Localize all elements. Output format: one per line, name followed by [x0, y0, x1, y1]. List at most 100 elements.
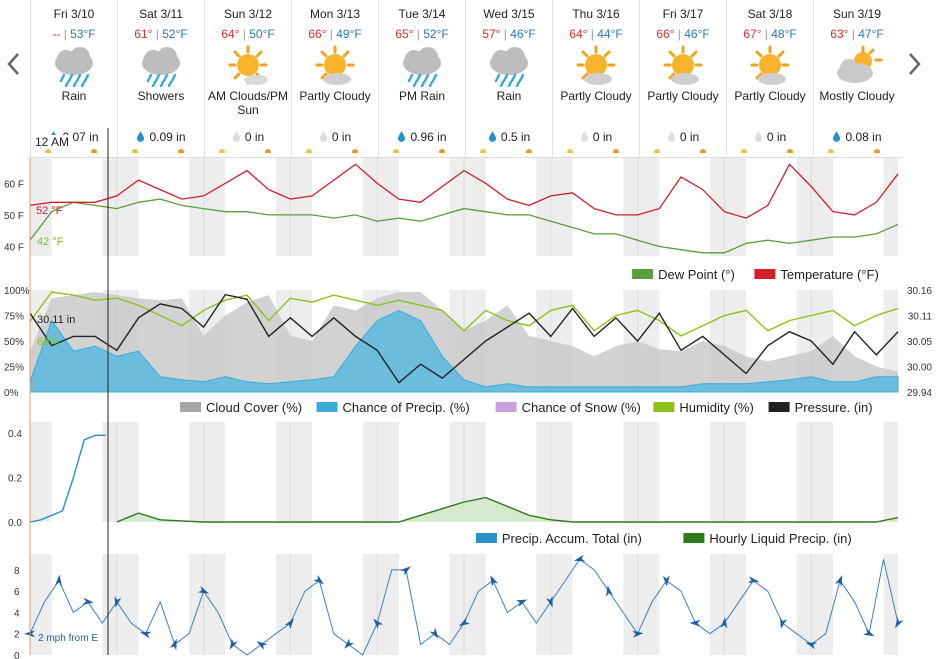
wind-direction-icon [400, 566, 411, 576]
forecast-day[interactable]: Sat 3/18 67° | 48°F Partly Cloudy 0 in [726, 0, 813, 157]
temp-tick-label: 50 F [4, 211, 24, 222]
forecast-day[interactable]: Mon 3/13 66° | 49°F Partly Cloudy 0 in [291, 0, 378, 157]
wind-direction-icon [490, 575, 499, 587]
night-band [637, 422, 660, 522]
night-band [203, 158, 226, 256]
day-date: Sun 3/12 [223, 7, 273, 21]
wind-direction-icon [606, 585, 614, 597]
legend-label: Humidity (%) [679, 400, 753, 415]
sunrise-icon [828, 149, 834, 153]
day-condition: AM Clouds/PM Sun [207, 89, 289, 117]
night-band [464, 158, 486, 256]
night-shading [30, 422, 898, 522]
forecast-day[interactable]: Tue 3/14 65° | 52°F PM Rain 0.96 in [378, 0, 465, 157]
forecast-day[interactable]: Fri 3/10 -- | 53°F Rain 0.07 in [30, 0, 117, 157]
night-band [116, 422, 139, 522]
sunrise-icon [132, 149, 138, 153]
night-band [30, 158, 52, 256]
day-temps: 63° | 47°F [830, 27, 884, 41]
day-condition: Showers [137, 89, 185, 103]
pressure-tick-label: 30.05 [907, 337, 932, 348]
day-date: Fri 3/10 [53, 7, 95, 21]
day-condition: Partly Cloudy [299, 89, 371, 103]
sunrise-icon [306, 149, 312, 153]
day-precip: 0 in [205, 130, 291, 144]
high-temp: 61° [134, 27, 153, 41]
legend-label: Dew Point (°) [658, 267, 735, 282]
cloud-cover-area [30, 292, 898, 392]
sunset-icon [613, 149, 619, 153]
day-precip: 0 in [727, 130, 813, 144]
raindrop-icon [667, 131, 675, 142]
partly-cloudy-icon [576, 45, 616, 85]
wind-direction-icon [197, 585, 210, 594]
sunrise-icon [480, 149, 486, 153]
night-band [290, 422, 313, 522]
legend-label: Cloud Cover (%) [206, 400, 302, 415]
sunrise-icon [393, 149, 399, 153]
prev-arrow-icon[interactable] [4, 44, 24, 84]
day-precip: 0.96 in [379, 130, 465, 144]
wind-tick-label: 0 [14, 651, 20, 659]
dew-point-line [29, 198, 899, 254]
night-band [275, 158, 291, 256]
night-band [102, 554, 117, 655]
raindrop-icon [580, 131, 588, 142]
sunset-icon [265, 149, 271, 153]
day-temps: 61° | 52°F [134, 27, 188, 41]
night-band [449, 158, 464, 256]
forecast-day[interactable]: Thu 3/16 64° | 44°F Partly Cloudy 0 in [552, 0, 639, 157]
forecast-day[interactable]: Fri 3/17 66° | 46°F Partly Cloudy 0 in [639, 0, 726, 157]
night-shading [30, 158, 898, 256]
day-date: Fri 3/17 [662, 7, 704, 21]
day-condition: Partly Cloudy [647, 89, 719, 103]
night-band [709, 422, 725, 522]
night-band [290, 158, 313, 256]
wind-direction-icon [169, 638, 177, 651]
night-band [362, 554, 378, 655]
sunset-icon [526, 149, 532, 153]
night-band [449, 422, 464, 522]
wind-direction-icon [284, 618, 294, 630]
day-temps: 64° | 44°F [569, 27, 623, 41]
low-temp: 47°F [858, 27, 884, 41]
temperature-line [29, 163, 899, 219]
forecast-day[interactable]: Sat 3/11 61° | 52°F Showers 0.09 in [117, 0, 204, 157]
night-band [189, 422, 204, 522]
legend-swatch [632, 269, 654, 279]
accum-precip-line [29, 434, 106, 523]
wind-direction-icon [720, 617, 728, 629]
precip-legend: Hourly Liquid Precip. (in) Precip. Accum.… [475, 531, 852, 546]
wind-direction-icon [545, 595, 553, 608]
forecast-day[interactable]: Sun 3/19 63° | 47°F Mostly Cloudy 0.08 i… [813, 0, 900, 157]
percent-tick-label: 100% [4, 286, 30, 297]
night-band [536, 554, 551, 655]
rain-icon [403, 47, 441, 87]
wind-direction-icon [82, 597, 94, 605]
forecast-strip: Fri 3/10 -- | 53°F Rain 0.07 in Sat 3/11 … [30, 0, 901, 158]
pressure-tick-label: 30.16 [907, 286, 932, 297]
day-precip: 0 in [292, 130, 378, 144]
night-band [203, 554, 226, 655]
wind-direction-icon [458, 617, 471, 627]
next-arrow-icon[interactable] [904, 44, 924, 84]
percent-tick-label: 0% [4, 388, 19, 399]
raindrop-icon [488, 131, 496, 142]
high-temp: 67° [743, 27, 762, 41]
forecast-day[interactable]: Sun 3/12 64° | 50°F AM Clouds/PM Sun 0 i… [204, 0, 291, 157]
legend-label: Temperature (°F) [780, 267, 878, 282]
night-shading [30, 554, 898, 655]
legend-label: Hourly Liquid Precip. (in) [709, 531, 851, 546]
pressure-tick-label: 30.00 [907, 363, 932, 374]
sunset-icon [352, 149, 358, 153]
cursor-dew-point: 42 °F [37, 236, 64, 248]
forecast-day[interactable]: Wed 3/15 57° | 46°F Rain 0.5 in [465, 0, 552, 157]
legend-swatch [316, 402, 338, 412]
day-precip: 0.5 in [466, 130, 552, 144]
wind-direction-icon [780, 617, 787, 629]
low-temp: 52°F [423, 27, 449, 41]
wind-direction-icon [895, 617, 904, 629]
wind-tick-label: 2 [14, 630, 20, 641]
hourly-precip-area [116, 497, 899, 522]
